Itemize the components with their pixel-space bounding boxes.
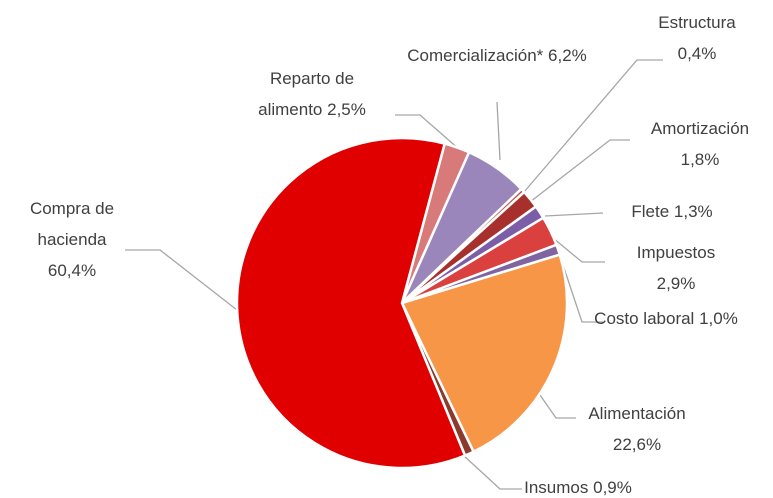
- label-name: Estructura: [658, 13, 736, 32]
- leader-line: [559, 255, 603, 323]
- label-name: Insumos: [524, 478, 589, 497]
- leader-line: [539, 394, 576, 419]
- label-value: 60,4%: [47, 261, 97, 280]
- label-value: 1,8%: [680, 150, 720, 169]
- label-value: 1,0%: [699, 309, 738, 328]
- label-value: 22,6%: [612, 435, 662, 454]
- slice-label: Flete 1,3%: [597, 196, 747, 227]
- leader-lines: [125, 59, 663, 490]
- label-value: 2,9%: [656, 274, 696, 293]
- pie-slice: [400, 253, 569, 454]
- leader-line: [544, 212, 604, 217]
- label-value: 1,3%: [673, 202, 713, 221]
- leader-line: [125, 249, 238, 311]
- label-name: Reparto de alimento: [258, 69, 355, 119]
- slice-label: Insumos 0,9%: [498, 472, 658, 498]
- slice-label: Reparto de alimento 2,5%: [240, 63, 385, 125]
- slice-label: Estructura 0,4%: [640, 7, 755, 69]
- label-name: Amortización: [650, 119, 750, 138]
- label-value: 0,9%: [593, 478, 632, 497]
- leader-line: [552, 237, 605, 263]
- label-name: Compra de hacienda: [29, 199, 115, 249]
- label-name: Alimentación: [588, 404, 686, 423]
- slice-label: Amortización 1,8%: [633, 113, 768, 175]
- slice-label: Alimentación 22,6%: [567, 398, 707, 460]
- label-name: Comercialización*: [407, 46, 544, 65]
- label-value: 0,4%: [677, 44, 717, 63]
- label-value: 2,5%: [327, 100, 366, 119]
- slice-label: Costo laboral 1,0%: [591, 303, 741, 334]
- leader-line: [523, 59, 663, 193]
- label-name: Impuestos: [636, 243, 716, 262]
- slice-label: Comercialización* 6,2%: [405, 40, 590, 71]
- leader-line: [462, 454, 522, 490]
- leader-line: [395, 114, 461, 151]
- leader-line: [496, 101, 501, 161]
- label-name: Costo laboral: [594, 309, 695, 328]
- leader-line: [529, 139, 630, 203]
- label-value: 6,2%: [548, 46, 587, 65]
- pie-slice: [235, 136, 467, 470]
- slice-label: Impuestos 2,9%: [621, 237, 731, 299]
- label-name: Flete: [631, 202, 670, 221]
- slice-label: Compra de hacienda 60,4%: [16, 193, 128, 286]
